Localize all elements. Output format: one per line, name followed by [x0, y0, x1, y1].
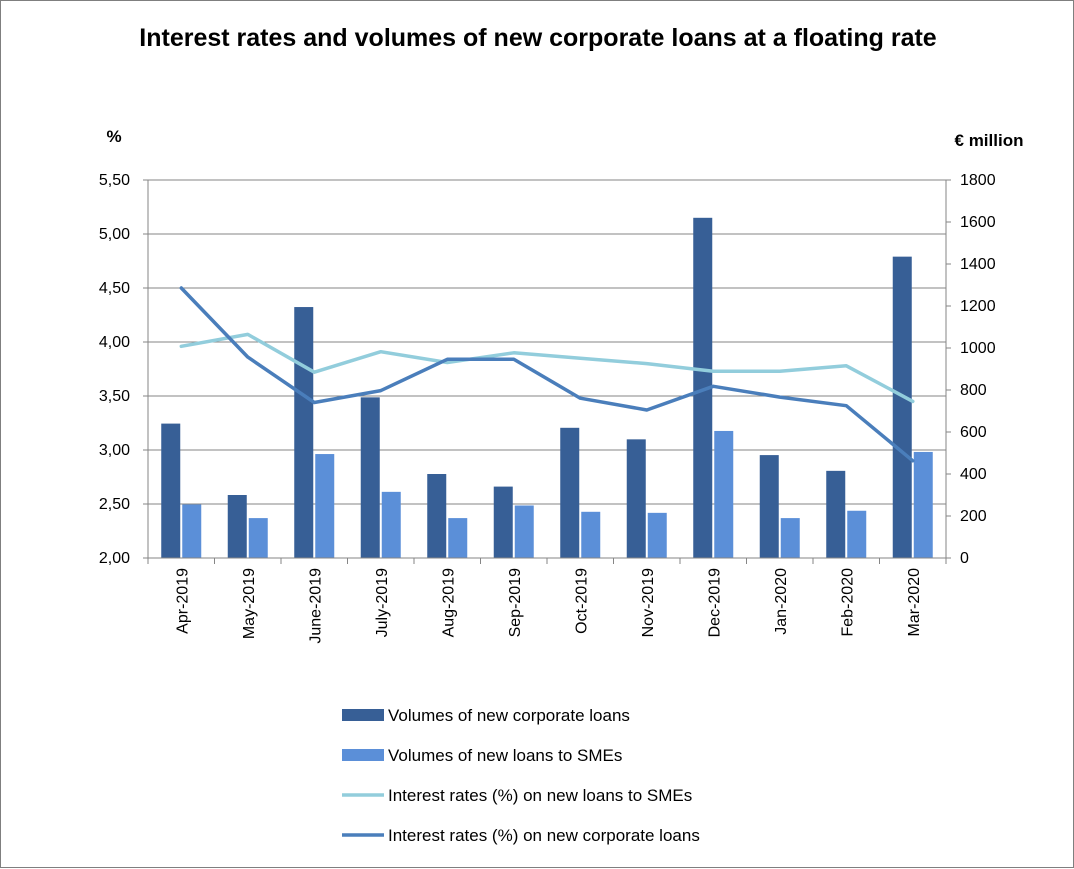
- x-tick-label: Sep-2019: [507, 568, 524, 637]
- x-tick-label: Apr-2019: [174, 568, 191, 634]
- right-tick-label: 1600: [960, 214, 996, 231]
- x-tick-label: Mar-2020: [906, 568, 923, 637]
- x-tick-label: May-2019: [241, 568, 258, 639]
- bar-corporate: [626, 439, 646, 558]
- bar-corporate: [826, 470, 846, 558]
- right-tick-label: 1400: [960, 256, 996, 273]
- x-tick-label: Dec-2019: [706, 568, 723, 637]
- x-tick-label: Oct-2019: [573, 568, 590, 634]
- legend-label: Interest rates (%) on new loans to SMEs: [388, 786, 692, 805]
- right-tick-label: 1200: [960, 298, 996, 315]
- bar-sme: [315, 454, 335, 558]
- x-tick-label: July-2019: [374, 568, 391, 637]
- bar-corporate: [360, 397, 380, 558]
- legend: Volumes of new corporate loans Volumes of…: [342, 706, 700, 845]
- x-tick-label: June-2019: [307, 568, 324, 644]
- right-tick-label: 400: [960, 466, 987, 483]
- left-tick-label: 5,50: [99, 172, 130, 189]
- bar-sme: [514, 505, 534, 558]
- left-tick-label: 3,00: [99, 442, 130, 459]
- bar-sme: [448, 518, 468, 558]
- left-tick-label: 5,00: [99, 226, 130, 243]
- bar-sme: [182, 504, 202, 558]
- right-axis-unit: € million: [955, 131, 1024, 150]
- x-tick-label: Aug-2019: [440, 568, 457, 637]
- line-series: [179, 286, 915, 463]
- legend-swatch-bar: [342, 709, 384, 721]
- line-corporate-rate: [179, 286, 915, 463]
- bar-sme: [714, 430, 734, 558]
- line-sme-rate: [179, 332, 915, 404]
- legend-label: Interest rates (%) on new corporate loan…: [388, 826, 700, 845]
- x-tick-label: Jan-2020: [773, 568, 790, 635]
- right-tick-label: 0: [960, 550, 969, 567]
- axes: 2,00 2,50 3,00 3,50 4,00 4,50 5,00 5,50 0 200 400 6…: [99, 172, 996, 644]
- bar-corporate: [560, 427, 580, 558]
- bar-series: [161, 217, 933, 559]
- bar-sme: [913, 451, 933, 558]
- legend-swatch-bar: [342, 749, 384, 761]
- bar-corporate: [693, 217, 713, 559]
- left-tick-label: 4,00: [99, 334, 130, 351]
- bar-corporate: [493, 486, 513, 558]
- bar-sme: [381, 491, 401, 558]
- right-tick-label: 1000: [960, 340, 996, 357]
- x-tick-label: Nov-2019: [640, 568, 657, 637]
- x-tick-label: Feb-2020: [839, 568, 856, 637]
- bar-corporate: [294, 307, 314, 558]
- bar-corporate: [161, 423, 181, 558]
- right-tick-label: 800: [960, 382, 987, 399]
- right-tick-label: 200: [960, 508, 987, 525]
- gridlines: [148, 179, 946, 505]
- left-tick-label: 2,50: [99, 496, 130, 513]
- bar-corporate: [759, 455, 779, 558]
- bar-sme: [581, 511, 601, 558]
- bar-corporate: [892, 256, 912, 558]
- right-tick-label: 1800: [960, 172, 996, 189]
- bar-sme: [248, 518, 268, 558]
- left-tick-label: 4,50: [99, 280, 130, 297]
- left-axis-unit: %: [106, 127, 121, 146]
- legend-label: Volumes of new loans to SMEs: [388, 746, 622, 765]
- bar-corporate: [427, 474, 447, 558]
- chart-title: Interest rates and volumes of new corpor…: [139, 24, 937, 52]
- bar-sme: [847, 510, 867, 558]
- bar-sme: [647, 512, 667, 558]
- right-tick-label: 600: [960, 424, 987, 441]
- left-tick-label: 2,00: [99, 550, 130, 567]
- legend-label: Volumes of new corporate loans: [388, 706, 630, 725]
- left-tick-label: 3,50: [99, 388, 130, 405]
- bar-sme: [780, 518, 800, 558]
- bar-corporate: [227, 495, 247, 558]
